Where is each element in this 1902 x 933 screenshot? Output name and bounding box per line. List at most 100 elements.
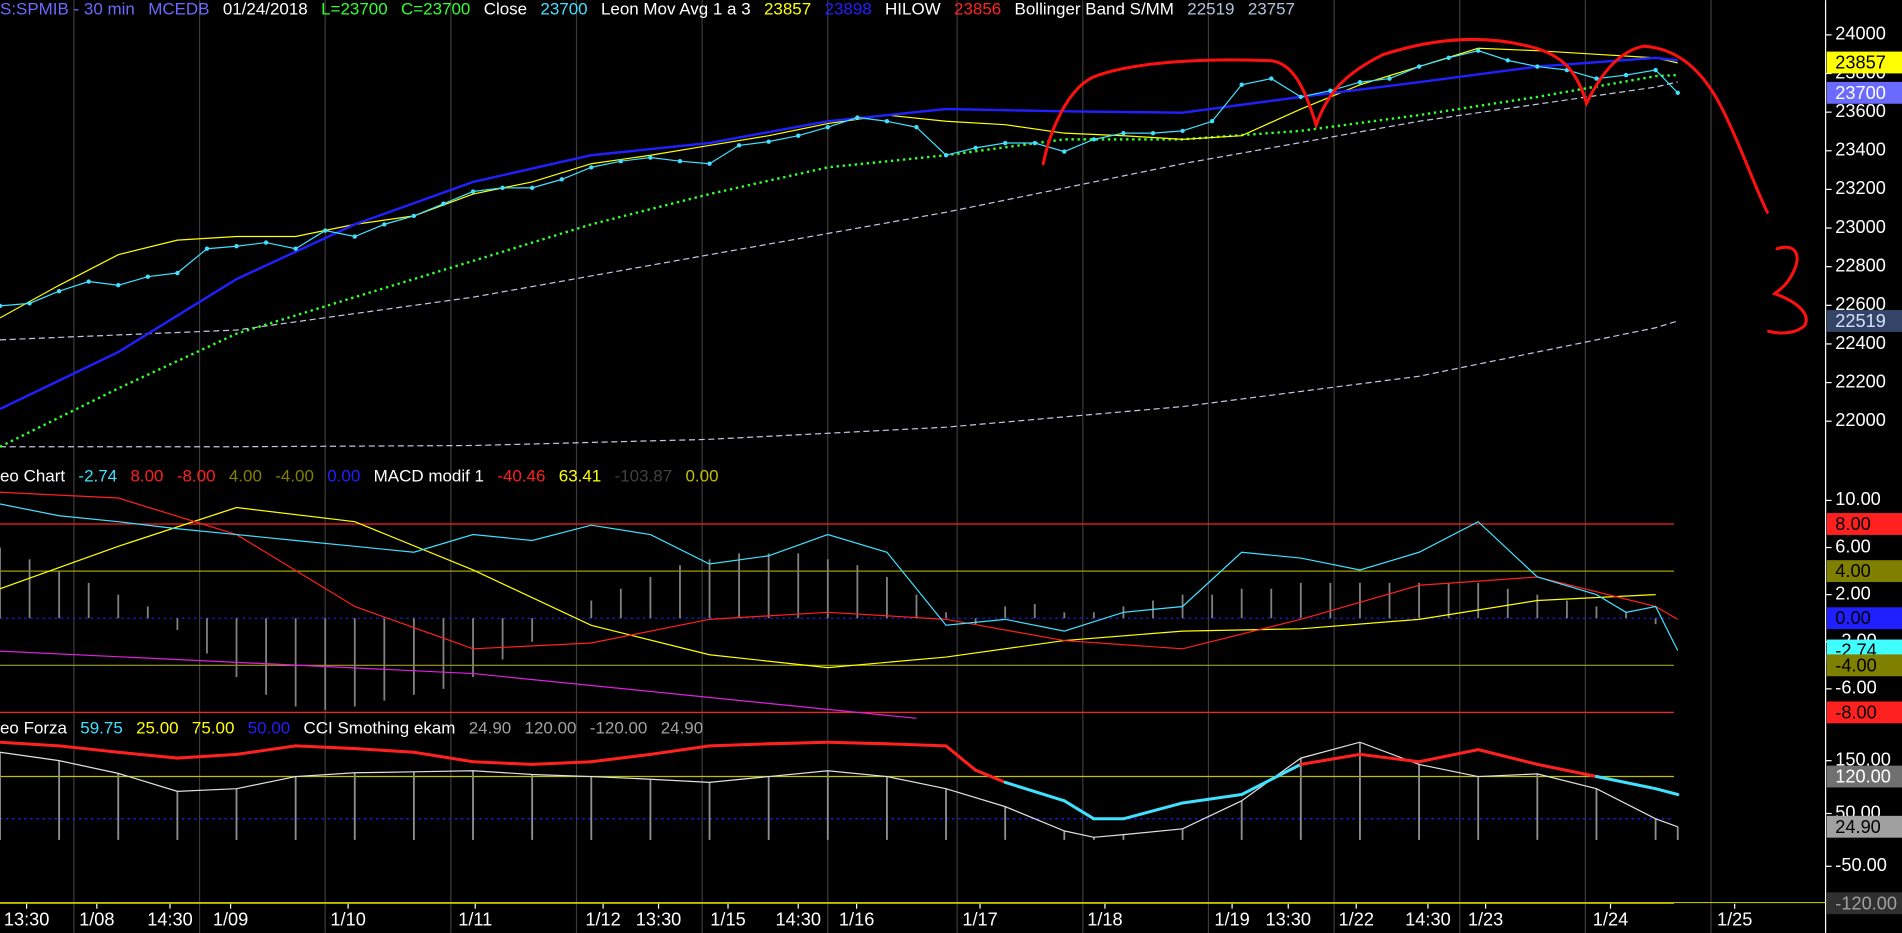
cci-segment bbox=[412, 750, 475, 764]
header-text: -120.00 bbox=[590, 719, 648, 738]
y-tick-label: 2.00 bbox=[1835, 583, 1870, 603]
series-line bbox=[0, 650, 917, 719]
close-point bbox=[382, 222, 387, 227]
y-tick-label: 22600 bbox=[1835, 294, 1886, 314]
close-point bbox=[943, 153, 949, 158]
price-marker-label: 120.00 bbox=[1835, 767, 1891, 787]
y-tick-label: 22000 bbox=[1835, 410, 1886, 430]
x-tick-label: 1/19 bbox=[1214, 910, 1249, 930]
header-text: 24.90 bbox=[661, 719, 703, 738]
x-tick-label: 1/17 bbox=[962, 910, 997, 930]
close-point bbox=[1209, 119, 1215, 124]
price-marker bbox=[1826, 654, 1902, 677]
cci-segment bbox=[589, 752, 652, 764]
close-point bbox=[1328, 88, 1333, 93]
header-text: 25.00 bbox=[136, 719, 178, 738]
close-point bbox=[559, 177, 564, 182]
x-tick-label: 1/16 bbox=[839, 910, 874, 930]
y-tick-label: 150.00 bbox=[1835, 750, 1891, 770]
cci-segment bbox=[1358, 752, 1421, 764]
close-point bbox=[1675, 90, 1680, 96]
cci-segment bbox=[294, 744, 357, 751]
hand-stroke bbox=[1041, 37, 1769, 214]
series-line bbox=[0, 491, 1679, 650]
y-tick-label: 24000 bbox=[1835, 24, 1886, 44]
header-text: -4.00 bbox=[275, 466, 314, 485]
header-text: C=23700 bbox=[401, 0, 470, 18]
header-text: 23856 bbox=[954, 0, 1001, 18]
close-point bbox=[677, 159, 683, 164]
close-point bbox=[1476, 48, 1481, 53]
x-tick-label: 14:30 bbox=[775, 910, 821, 930]
header-text: Leon Mov Avg 1 a 3 bbox=[601, 0, 751, 18]
close-point bbox=[145, 274, 151, 279]
header-text: 23857 bbox=[764, 0, 811, 18]
header-text: 8.00 bbox=[130, 466, 163, 485]
cci-segment bbox=[0, 740, 61, 748]
header-text: 23757 bbox=[1248, 0, 1295, 18]
x-tick-label: 1/23 bbox=[1468, 910, 1503, 930]
close-point bbox=[1002, 140, 1008, 146]
close-point bbox=[1121, 131, 1126, 136]
close-point bbox=[1150, 131, 1156, 136]
y-tick-label: 22800 bbox=[1835, 255, 1886, 275]
x-tick-label: 1/15 bbox=[710, 910, 745, 930]
close-point bbox=[589, 165, 594, 170]
header-text: CCI Smothing ekam bbox=[304, 719, 456, 738]
x-tick-label: 13:30 bbox=[1265, 910, 1311, 930]
x-tick-label: 1/12 bbox=[585, 910, 620, 930]
close-point bbox=[1357, 80, 1363, 85]
price-marker-label: 4.00 bbox=[1835, 561, 1870, 581]
price-marker-label: 8.00 bbox=[1835, 514, 1870, 534]
header-text: eo Chart bbox=[0, 466, 65, 485]
header-text: 23898 bbox=[825, 0, 872, 18]
close-point bbox=[1239, 82, 1244, 87]
close-point bbox=[116, 283, 121, 288]
cci-segment bbox=[530, 760, 593, 766]
header-text: 23700 bbox=[540, 0, 587, 18]
series-line bbox=[0, 503, 1679, 651]
close-point bbox=[1505, 58, 1510, 63]
close-point bbox=[825, 125, 830, 130]
x-tick-label: 13:30 bbox=[636, 910, 682, 930]
header-text: 59.75 bbox=[80, 719, 122, 738]
header-text: 01/24/2018 bbox=[223, 0, 308, 18]
close-point bbox=[1416, 64, 1422, 69]
series-line bbox=[0, 81, 1678, 341]
price-marker-label: 23700 bbox=[1835, 83, 1886, 103]
header-text: 50.00 bbox=[248, 719, 290, 738]
cci-segment bbox=[234, 744, 298, 756]
close-point bbox=[441, 201, 446, 206]
y-tick-label: 22400 bbox=[1835, 333, 1886, 353]
close-point bbox=[1180, 128, 1185, 134]
header-text: 120.00 bbox=[525, 719, 577, 738]
y-tick-label: -6.00 bbox=[1835, 678, 1876, 698]
close-point bbox=[470, 189, 476, 194]
header-text: 22519 bbox=[1187, 0, 1234, 18]
y-tick-label: 10.00 bbox=[1835, 489, 1881, 509]
price-marker-label: 0.00 bbox=[1835, 608, 1870, 628]
close-point bbox=[352, 234, 357, 239]
header-text: Close bbox=[484, 0, 527, 18]
close-point bbox=[234, 244, 239, 249]
close-point bbox=[1446, 55, 1451, 61]
close-point bbox=[1269, 76, 1274, 81]
cci-segment bbox=[708, 742, 771, 748]
header-text: Bollinger Band S/MM bbox=[1015, 0, 1174, 18]
cci-segment bbox=[57, 744, 120, 754]
histogram-outline bbox=[0, 741, 1678, 838]
price-marker bbox=[1826, 815, 1902, 838]
x-tick-label: 1/18 bbox=[1087, 910, 1122, 930]
close-point bbox=[0, 303, 3, 309]
cci-segment bbox=[1181, 792, 1244, 805]
cci-segment bbox=[1535, 762, 1598, 779]
close-point bbox=[1653, 67, 1658, 73]
series-line bbox=[0, 73, 1678, 448]
price-marker-label: -8.00 bbox=[1835, 702, 1876, 722]
header-text: MACD modif 1 bbox=[374, 466, 484, 485]
cci-segment bbox=[974, 768, 1007, 784]
header-text: 0.00 bbox=[686, 466, 719, 485]
close-point bbox=[1535, 64, 1540, 69]
